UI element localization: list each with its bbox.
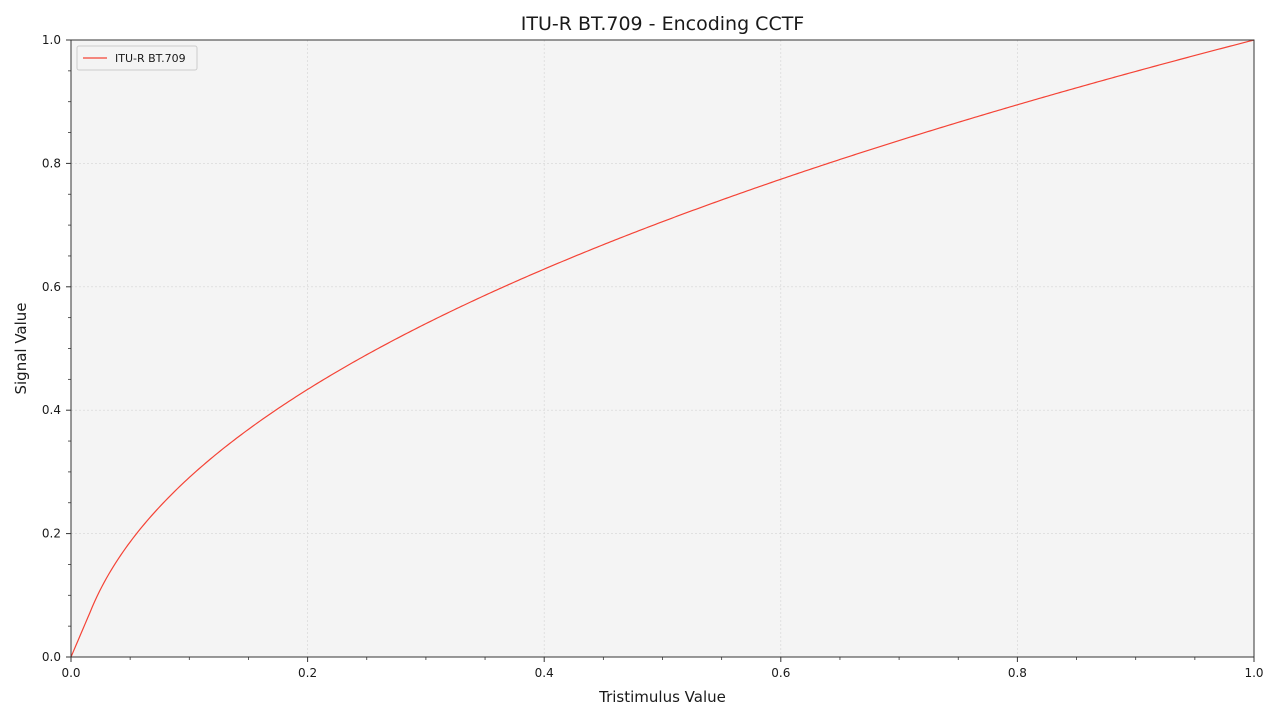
legend: ITU-R BT.709 (76, 45, 198, 71)
chart-title: ITU-R BT.709 - Encoding CCTF (521, 13, 805, 35)
y-tick-label: 0.2 (42, 527, 61, 541)
x-tick-label: 0.6 (771, 666, 790, 680)
series-line-itu-r-bt709 (70, 39, 1255, 658)
x-axis-label: Tristimulus Value (598, 688, 726, 706)
y-tick-label: 0.4 (42, 403, 61, 417)
legend-label: ITU-R BT.709 (115, 52, 186, 65)
y-tick-label: 0.8 (42, 156, 61, 170)
x-tick-label: 0.8 (1008, 666, 1027, 680)
grid-lines (71, 40, 1254, 657)
ticks: 0.0 0.2 0.4 0.6 0.8 1.0 0.0 0.2 0.4 0.6 0.8 1.0 (42, 33, 1264, 680)
plot-background (71, 40, 1254, 657)
x-tick-label: 0.2 (298, 666, 317, 680)
y-tick-label: 0.6 (42, 280, 61, 294)
x-tick-label: 0.4 (535, 666, 554, 680)
y-tick-label: 0.0 (42, 650, 61, 664)
x-tick-label: 0.0 (61, 666, 80, 680)
legend-box (76, 45, 198, 71)
series-layer (70, 39, 1255, 658)
x-tick-label: 1.0 (1244, 666, 1263, 680)
y-tick-label: 1.0 (42, 33, 61, 47)
y-axis-label: Signal Value (12, 302, 30, 394)
